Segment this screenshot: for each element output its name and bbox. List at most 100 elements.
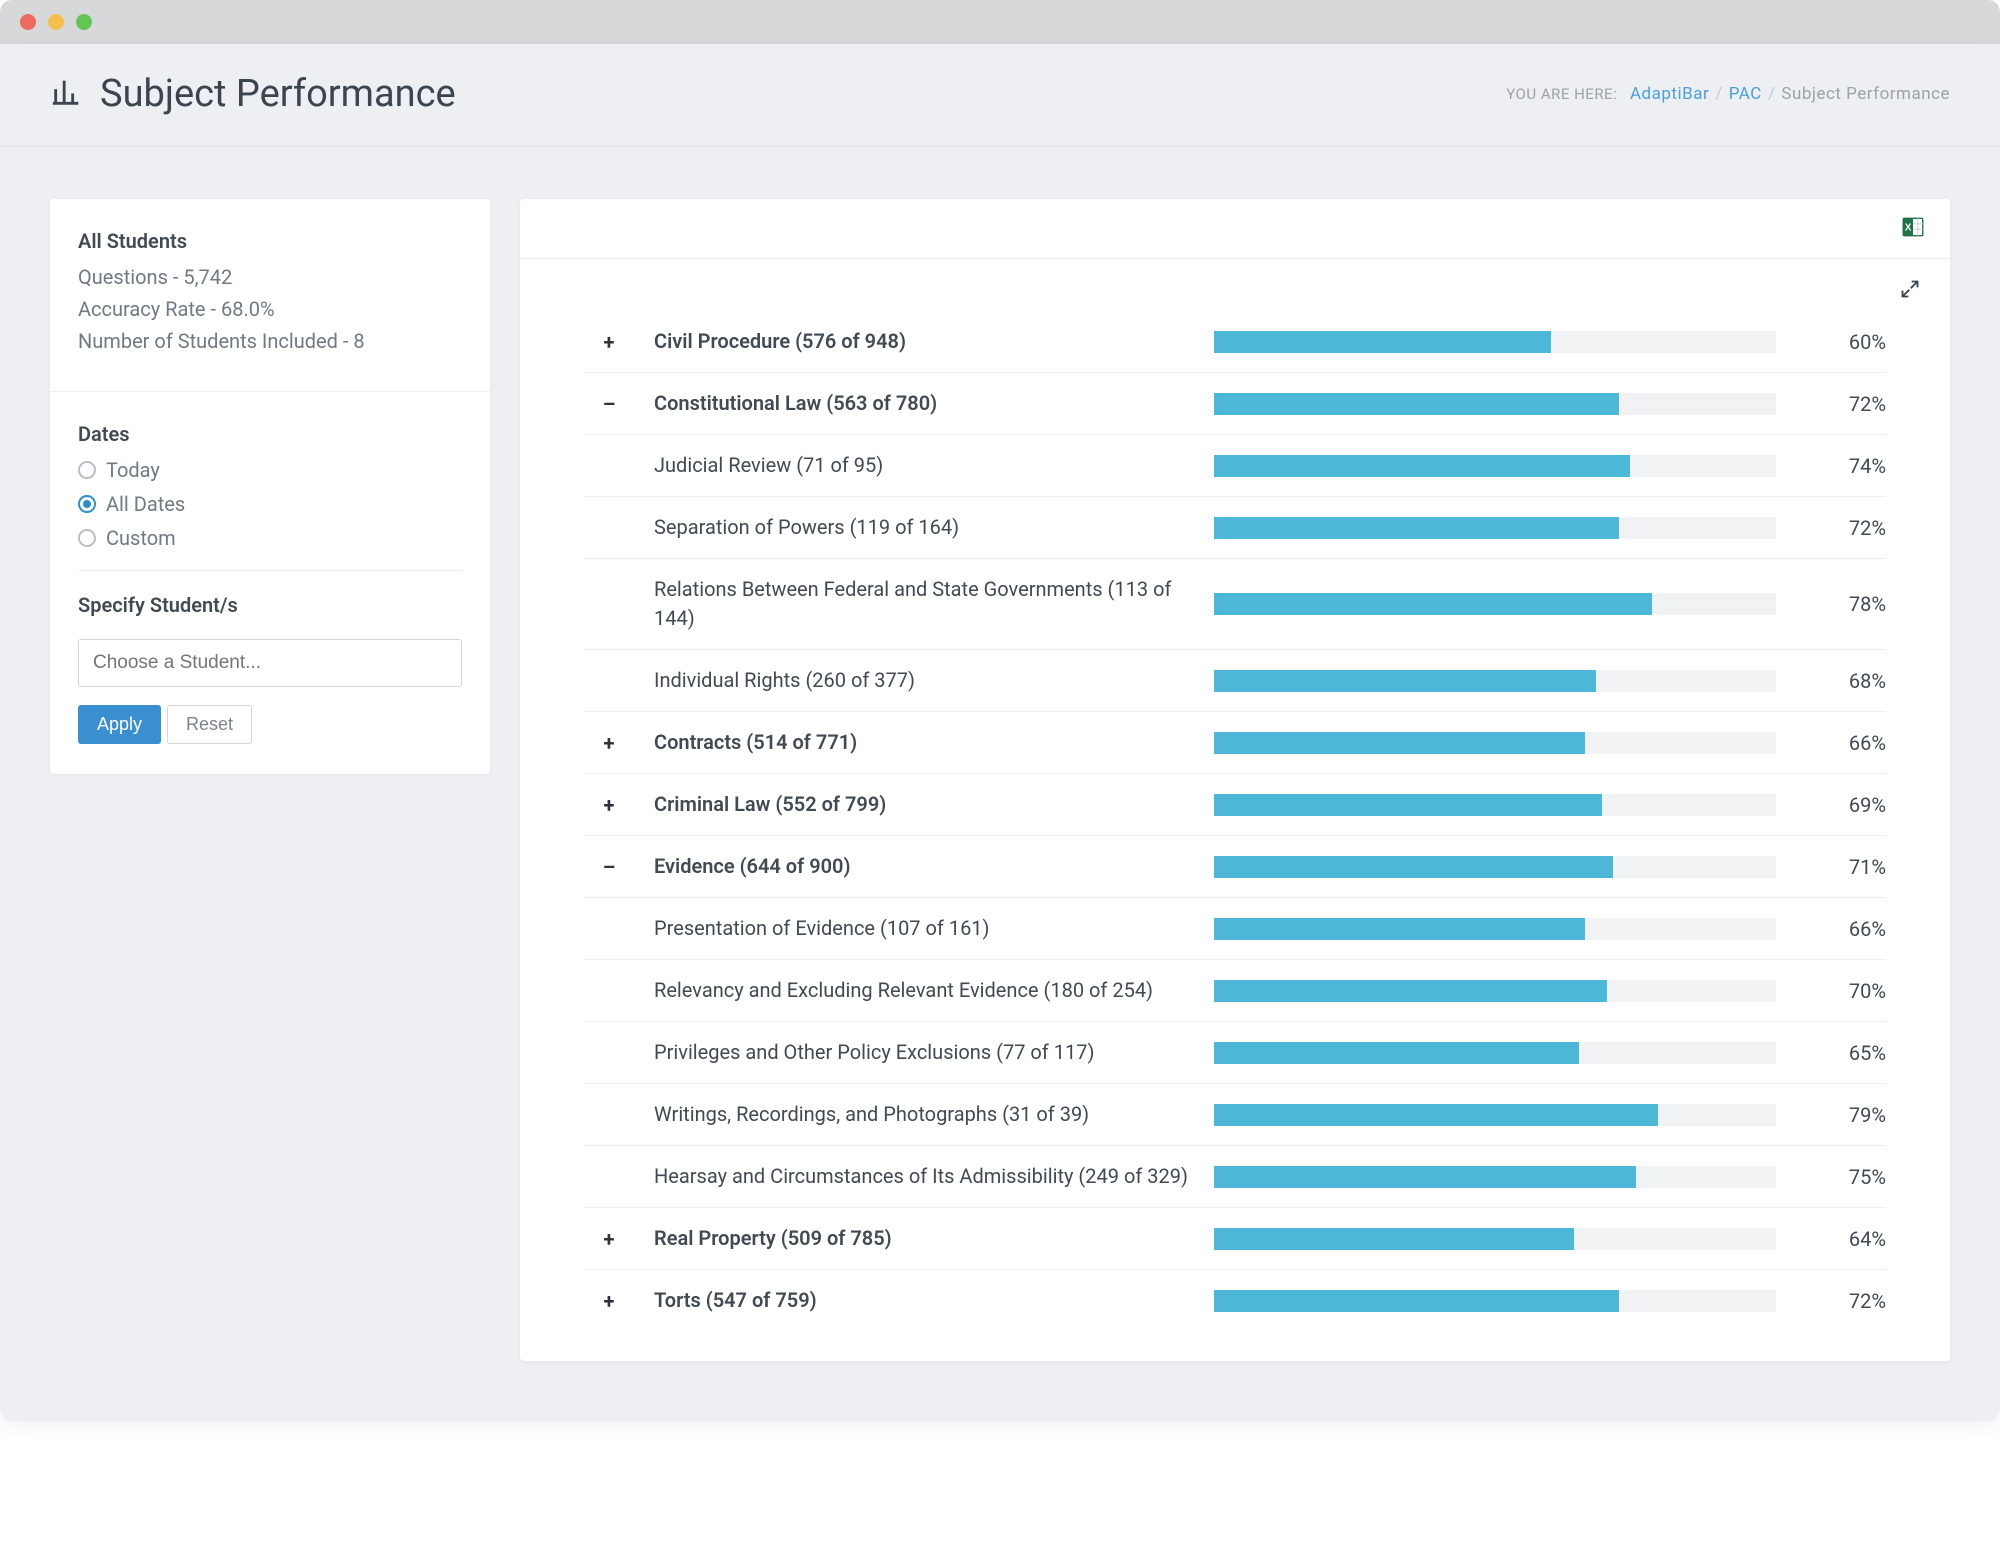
window-maximize-icon[interactable] <box>76 14 92 30</box>
row-percent: 66% <box>1796 917 1886 941</box>
progress-bar <box>1214 1228 1776 1250</box>
row-label: Torts (547 of 759) <box>654 1286 1194 1315</box>
filter-sidebar: All Students Questions - 5,742 Accuracy … <box>50 199 490 774</box>
expand-icon[interactable] <box>1900 279 1920 303</box>
subject-row[interactable]: + Criminal Law (552 of 799) 69% <box>584 774 1886 836</box>
subject-row[interactable]: –Evidence (644 of 900)71% <box>584 836 1886 898</box>
subtopic-row[interactable]: Relations Between Federal and State Gove… <box>584 559 1886 650</box>
radio-icon <box>78 529 96 547</box>
subject-row[interactable]: + Real Property (509 of 785) 64% <box>584 1208 1886 1270</box>
row-percent: 75% <box>1796 1165 1886 1189</box>
breadcrumb: YOU ARE HERE: AdaptiBar/PAC/Subject Perf… <box>1506 84 1950 104</box>
reset-button[interactable]: Reset <box>167 705 252 744</box>
subtopic-row[interactable]: Relevancy and Excluding Relevant Evidenc… <box>584 960 1886 1022</box>
breadcrumb-pac[interactable]: PAC <box>1729 84 1762 104</box>
summary-title: All Students <box>78 229 462 253</box>
row-label: Individual Rights (260 of 377) <box>654 666 1194 695</box>
date-option-label: All Dates <box>106 492 185 516</box>
collapse-toggle[interactable]: – <box>584 855 634 879</box>
export-excel-icon[interactable]: X <box>1900 214 1926 244</box>
expand-toggle[interactable]: + <box>584 1289 634 1313</box>
row-percent: 66% <box>1796 731 1886 755</box>
row-label: Hearsay and Circumstances of Its Admissi… <box>654 1162 1194 1191</box>
row-percent: 72% <box>1796 392 1886 416</box>
row-label: Privileges and Other Policy Exclusions (… <box>654 1038 1194 1067</box>
row-percent: 70% <box>1796 979 1886 1003</box>
subject-row[interactable]: –Constitutional Law (563 of 780) 72% <box>584 373 1886 435</box>
row-label: Criminal Law (552 of 799) <box>654 790 1194 819</box>
subject-row[interactable]: + Civil Procedure (576 of 948) 60% <box>584 311 1886 373</box>
row-label: Civil Procedure (576 of 948) <box>654 327 1194 356</box>
progress-bar <box>1214 393 1776 415</box>
progress-bar <box>1214 856 1776 878</box>
expand-toggle[interactable]: + <box>584 793 634 817</box>
dates-title: Dates <box>78 422 462 446</box>
subtopic-row[interactable]: Individual Rights (260 of 377) 68% <box>584 650 1886 712</box>
date-option-label: Custom <box>106 526 176 550</box>
row-label: Real Property (509 of 785) <box>654 1224 1194 1253</box>
progress-bar <box>1214 517 1776 539</box>
subtopic-row[interactable]: Privileges and Other Policy Exclusions (… <box>584 1022 1886 1084</box>
date-option-label: Today <box>106 458 160 482</box>
collapse-toggle[interactable]: – <box>584 392 634 416</box>
breadcrumb-label: YOU ARE HERE: <box>1506 85 1617 103</box>
expand-toggle[interactable]: + <box>584 1227 634 1251</box>
breadcrumb-sep: / <box>1715 84 1723 104</box>
subtopic-row[interactable]: Presentation of Evidence (107 of 161) 66% <box>584 898 1886 960</box>
subtopic-row[interactable]: Separation of Powers (119 of 164)72% <box>584 497 1886 559</box>
window-minimize-icon[interactable] <box>48 14 64 30</box>
svg-text:X: X <box>1905 222 1912 233</box>
breadcrumb-adaptibar[interactable]: AdaptiBar <box>1630 84 1709 104</box>
specify-student-title: Specify Student/s <box>78 593 462 617</box>
row-label: Relevancy and Excluding Relevant Evidenc… <box>654 976 1194 1005</box>
breadcrumb-sep: / <box>1768 84 1776 104</box>
row-label: Judicial Review (71 of 95) <box>654 451 1194 480</box>
progress-bar <box>1214 593 1776 615</box>
row-percent: 78% <box>1796 592 1886 616</box>
progress-bar <box>1214 1042 1776 1064</box>
summary-questions: Questions - 5,742 <box>78 265 462 289</box>
progress-bar <box>1214 794 1776 816</box>
summary-students: Number of Students Included - 8 <box>78 329 462 353</box>
bar-chart-icon <box>50 75 84 113</box>
progress-bar <box>1214 918 1776 940</box>
row-percent: 79% <box>1796 1103 1886 1127</box>
breadcrumb-subject-performance: Subject Performance <box>1781 84 1950 104</box>
progress-bar <box>1214 980 1776 1002</box>
student-select[interactable] <box>78 639 462 687</box>
row-percent: 64% <box>1796 1227 1886 1251</box>
apply-button[interactable]: Apply <box>78 705 161 744</box>
radio-icon <box>78 461 96 479</box>
date-option-all-dates[interactable]: All Dates <box>78 492 462 516</box>
row-label: Constitutional Law (563 of 780) <box>654 389 1194 418</box>
subject-row[interactable]: + Contracts (514 of 771) 66% <box>584 712 1886 774</box>
expand-toggle[interactable]: + <box>584 330 634 354</box>
subtopic-row[interactable]: Hearsay and Circumstances of Its Admissi… <box>584 1146 1886 1208</box>
row-percent: 69% <box>1796 793 1886 817</box>
row-percent: 74% <box>1796 454 1886 478</box>
progress-bar <box>1214 1290 1776 1312</box>
row-label: Relations Between Federal and State Gove… <box>654 575 1194 633</box>
radio-icon <box>78 495 96 513</box>
row-percent: 72% <box>1796 1289 1886 1313</box>
subtopic-row[interactable]: Writings, Recordings, and Photographs (3… <box>584 1084 1886 1146</box>
date-option-custom[interactable]: Custom <box>78 526 462 550</box>
row-label: Evidence (644 of 900) <box>654 852 1194 881</box>
performance-panel: X +Civil Procedure <box>520 199 1950 1361</box>
expand-toggle[interactable]: + <box>584 731 634 755</box>
row-percent: 68% <box>1796 669 1886 693</box>
progress-bar <box>1214 732 1776 754</box>
row-percent: 60% <box>1796 330 1886 354</box>
progress-bar <box>1214 1104 1776 1126</box>
summary-accuracy: Accuracy Rate - 68.0% <box>78 297 462 321</box>
row-label: Presentation of Evidence (107 of 161) <box>654 914 1194 943</box>
page-title: Subject Performance <box>100 72 456 116</box>
progress-bar <box>1214 1166 1776 1188</box>
row-label: Contracts (514 of 771) <box>654 728 1194 757</box>
row-percent: 72% <box>1796 516 1886 540</box>
subtopic-row[interactable]: Judicial Review (71 of 95) 74% <box>584 435 1886 497</box>
date-option-today[interactable]: Today <box>78 458 462 482</box>
subject-row[interactable]: + Torts (547 of 759) 72% <box>584 1270 1886 1331</box>
page-header: Subject Performance YOU ARE HERE: Adapti… <box>0 44 2000 147</box>
window-close-icon[interactable] <box>20 14 36 30</box>
